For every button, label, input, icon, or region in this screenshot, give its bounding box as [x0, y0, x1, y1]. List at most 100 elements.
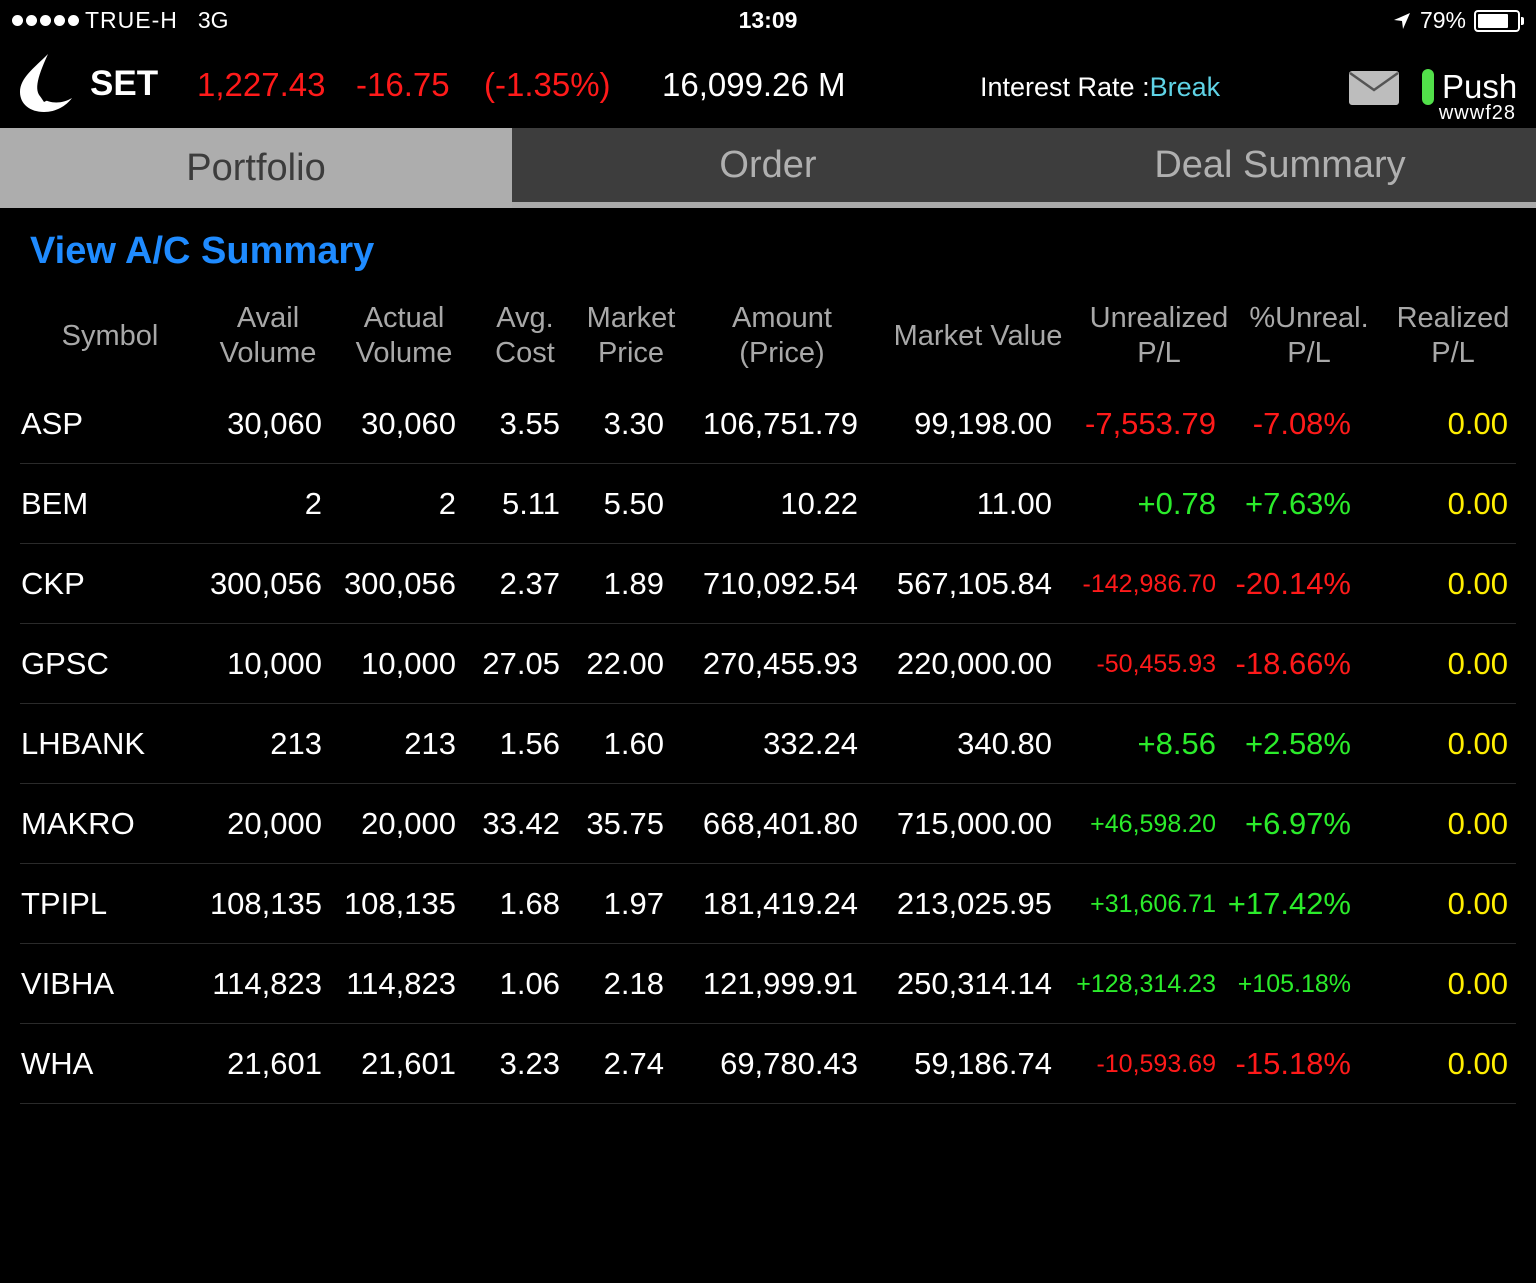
cell-market-value: 715,000.00 — [896, 806, 1052, 841]
row-divider — [20, 783, 1516, 784]
cell-symbol: TPIPL — [21, 886, 108, 921]
cell-price: 3.30 — [603, 406, 664, 441]
network-type: 3G — [197, 7, 229, 33]
table-row[interactable]: LHBANK 213 213 1.56 1.60 332.24 340.80 +8.56 +2.… — [0, 704, 1536, 784]
cell-avail: 114,823 — [212, 966, 322, 1001]
row-divider — [20, 703, 1516, 704]
row-divider — [20, 463, 1516, 464]
column-header-price[interactable]: Market Price — [586, 302, 676, 369]
column-header-market-value[interactable]: Market Value — [893, 319, 1063, 352]
cell-actual: 2 — [438, 486, 456, 521]
cell-actual: 108,135 — [343, 886, 456, 921]
cell-amount: 69,780.43 — [720, 1046, 858, 1081]
table-row[interactable]: MAKRO 20,000 20,000 33.42 35.75 668,401.80 715… — [0, 784, 1536, 864]
column-header-amount[interactable]: Amount (Price) — [732, 302, 832, 369]
cell-amount: 270,455.93 — [702, 646, 858, 681]
cell-amount: 10.22 — [780, 486, 858, 521]
cell-price: 35.75 — [586, 806, 664, 841]
index-name[interactable]: SET — [90, 64, 159, 103]
cell-realized: 0.00 — [1447, 646, 1508, 681]
cell-price: 22.00 — [586, 646, 664, 681]
table-row[interactable]: BEM 2 2 5.11 5.50 10.22 11.00 +0.78 +7.63% 0.00 — [0, 464, 1536, 544]
carrier-name: TRUE-H — [85, 7, 178, 33]
cell-market-value: 340.80 — [957, 726, 1052, 761]
cell-unreal-pct: +17.42% — [1227, 886, 1351, 921]
table-row[interactable]: ASP 30,060 30,060 3.55 3.30 106,751.79 99,198.… — [0, 384, 1536, 464]
cell-price: 1.97 — [603, 886, 664, 921]
cell-actual: 114,823 — [346, 966, 456, 1001]
index-change: -16.75 — [356, 66, 450, 103]
cell-market-value: 567,105.84 — [896, 566, 1052, 601]
column-header-actual[interactable]: Actual Volume — [355, 302, 453, 369]
column-header-avg-cost[interactable]: Avg. Cost — [495, 302, 555, 369]
cell-actual: 213 — [404, 726, 456, 761]
column-header-realized[interactable]: Realized P/L — [1396, 302, 1510, 369]
row-divider — [20, 543, 1516, 544]
tab-bar: Portfolio Order Deal Summary — [0, 128, 1536, 208]
row-divider — [20, 863, 1516, 864]
location-arrow-icon — [1393, 12, 1410, 29]
cell-unrealized: -142,986.70 — [1082, 570, 1216, 598]
table-row[interactable]: VIBHA 114,823 114,823 1.06 2.18 121,999.91 250… — [0, 944, 1536, 1024]
cell-avg-cost: 1.56 — [499, 726, 560, 761]
cell-actual: 30,060 — [361, 406, 456, 441]
column-header-symbol[interactable]: Symbol — [61, 319, 159, 352]
cell-symbol: ASP — [21, 406, 84, 441]
row-divider — [20, 623, 1516, 624]
brand-logo-icon[interactable] — [16, 52, 76, 114]
cell-unreal-pct: +6.97% — [1244, 806, 1351, 841]
cell-symbol: MAKRO — [21, 806, 135, 841]
cell-symbol: WHA — [21, 1046, 94, 1081]
table-row[interactable]: GPSC 10,000 10,000 27.05 22.00 270,455.93 220,… — [0, 624, 1536, 704]
cell-unreal-pct: -7.08% — [1252, 406, 1351, 441]
cell-unreal-pct: +105.18% — [1237, 970, 1351, 998]
clock: 13:09 — [738, 7, 798, 33]
cell-actual: 20,000 — [361, 806, 456, 841]
table-row[interactable]: CKP 300,056 300,056 2.37 1.89 710,092.54 567,1… — [0, 544, 1536, 624]
cell-avg-cost: 2.37 — [499, 566, 560, 601]
push-button[interactable]: Push — [1422, 68, 1517, 106]
cell-price: 2.74 — [603, 1046, 664, 1081]
cell-avail: 2 — [304, 486, 322, 521]
row-divider — [20, 943, 1516, 944]
view-ac-summary-link[interactable]: View A/C Summary — [30, 230, 375, 272]
table-row[interactable]: TPIPL 108,135 108,135 1.68 1.97 181,419.24 213… — [0, 864, 1536, 944]
cell-avail: 21,601 — [227, 1046, 322, 1081]
table-row[interactable]: WHA 21,601 21,601 3.23 2.74 69,780.43 59,186.7… — [0, 1024, 1536, 1104]
tab-order[interactable]: Order — [719, 143, 817, 186]
cell-unrealized: +46,598.20 — [1090, 810, 1216, 838]
cell-realized: 0.00 — [1447, 966, 1508, 1001]
battery-icon — [1474, 9, 1524, 32]
cell-unreal-pct: +2.58% — [1244, 726, 1351, 761]
interest-rate-label: Interest Rate : — [980, 72, 1150, 102]
cell-price: 2.18 — [603, 966, 664, 1001]
mail-icon[interactable] — [1348, 70, 1400, 106]
battery-percent: 79% — [1419, 7, 1466, 33]
cell-amount: 668,401.80 — [702, 806, 858, 841]
cell-realized: 0.00 — [1447, 726, 1508, 761]
cell-avail: 108,135 — [209, 886, 322, 921]
interest-rate-value: Break — [1149, 72, 1221, 102]
status-bar: TRUE-H 3G 13:09 79% — [0, 0, 1536, 40]
status-right: 79% — [1392, 7, 1524, 34]
cell-actual: 21,601 — [361, 1046, 456, 1081]
cell-market-value: 250,314.14 — [896, 966, 1052, 1001]
cell-unrealized: -10,593.69 — [1096, 1050, 1216, 1078]
column-header-unrealized[interactable]: Unrealized P/L — [1089, 302, 1229, 369]
cell-avail: 20,000 — [227, 806, 322, 841]
cell-price: 5.50 — [603, 486, 664, 521]
column-header-unreal-pct[interactable]: %Unreal. P/L — [1249, 302, 1369, 369]
cell-market-value: 220,000.00 — [896, 646, 1052, 681]
row-divider — [20, 1023, 1516, 1024]
status-left: TRUE-H 3G — [12, 7, 229, 34]
tab-deal-summary[interactable]: Deal Summary — [1154, 143, 1406, 186]
push-label: Push — [1442, 68, 1518, 105]
cell-avail: 10,000 — [227, 646, 322, 681]
cell-unrealized: +0.78 — [1137, 486, 1216, 521]
tab-portfolio[interactable]: Portfolio — [0, 128, 512, 208]
cell-amount: 181,419.24 — [702, 886, 858, 921]
column-header-avail[interactable]: Avail Volume — [219, 302, 317, 369]
cell-price: 1.60 — [603, 726, 664, 761]
cell-unreal-pct: -18.66% — [1235, 646, 1351, 681]
